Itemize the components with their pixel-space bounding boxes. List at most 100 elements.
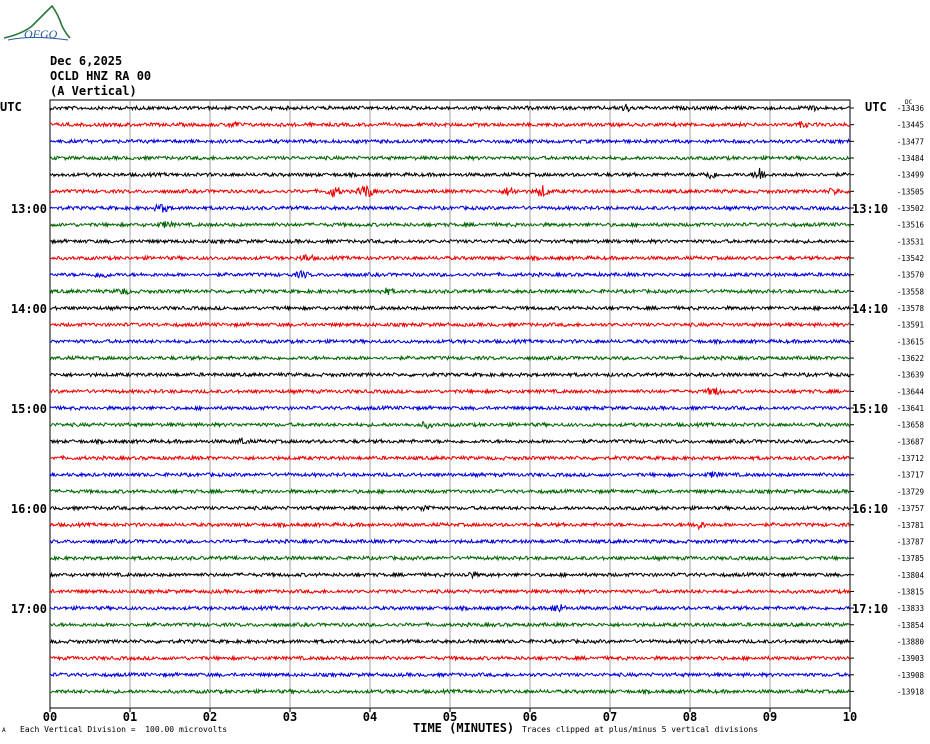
trace-36 bbox=[50, 687, 851, 696]
dc-offset-label: -13804 bbox=[897, 571, 925, 580]
component-label: (A Vertical) bbox=[50, 84, 137, 98]
trace-24 bbox=[49, 488, 850, 496]
trace-32 bbox=[49, 620, 850, 629]
trace-4 bbox=[49, 154, 851, 162]
x-tick-label: 10 bbox=[843, 710, 857, 724]
dc-offset-label: -13531 bbox=[897, 237, 924, 246]
right-time-label: 15:10 bbox=[852, 402, 888, 416]
trace-21 bbox=[49, 437, 851, 446]
dc-offset-label: -13908 bbox=[897, 671, 925, 680]
left-time-label: 13:00 bbox=[11, 202, 47, 216]
trace-34 bbox=[49, 654, 851, 662]
trace-8 bbox=[49, 220, 851, 229]
trace-26 bbox=[49, 521, 851, 532]
trace-25 bbox=[49, 504, 851, 513]
dc-offset-label: -13787 bbox=[897, 537, 924, 546]
dc-offset-label: -13484 bbox=[897, 154, 925, 163]
trace-16 bbox=[49, 354, 851, 362]
x-tick-label: 04 bbox=[363, 710, 377, 724]
trace-11 bbox=[49, 269, 851, 280]
left-time-label: 17:00 bbox=[11, 602, 47, 616]
utc-right-label: UTC bbox=[865, 100, 887, 114]
dc-offset-label: -13570 bbox=[897, 271, 925, 280]
x-tick-label: 09 bbox=[763, 710, 777, 724]
chart-date: Dec 6,2025 bbox=[50, 54, 123, 68]
trace-22 bbox=[49, 454, 851, 462]
dc-offset-label: -13591 bbox=[897, 321, 924, 330]
dc-offset-label: -13578 bbox=[897, 304, 925, 313]
x-axis-title: TIME (MINUTES) bbox=[413, 721, 515, 735]
trace-27 bbox=[49, 537, 851, 545]
dc-offset-label: -13833 bbox=[897, 604, 924, 613]
x-tick-label: 00 bbox=[43, 710, 57, 724]
dc-offset-label: -13516 bbox=[897, 221, 925, 230]
trace-29 bbox=[49, 570, 851, 580]
trace-group bbox=[49, 103, 851, 696]
x-tick-label: 08 bbox=[683, 710, 697, 724]
dc-offset-label: -13641 bbox=[897, 404, 924, 413]
trace-23 bbox=[49, 471, 851, 479]
right-time-label: 14:10 bbox=[852, 302, 888, 316]
station-name: OCLD HNZ RA 00 bbox=[50, 69, 152, 83]
right-time-label: 16:10 bbox=[852, 502, 888, 516]
trace-31 bbox=[49, 604, 851, 613]
trace-14 bbox=[49, 321, 851, 329]
dc-offset-label: -13815 bbox=[897, 587, 924, 596]
clip-note: Traces clipped at plus/minus 5 vertical … bbox=[522, 725, 759, 734]
trace-33 bbox=[49, 637, 851, 646]
trace-12 bbox=[49, 287, 851, 296]
dc-offset-label: -13880 bbox=[897, 637, 925, 646]
dc-offset-label: -13781 bbox=[897, 521, 924, 530]
scale-note: Each Vertical Division = 100.00 microvol… bbox=[20, 725, 228, 734]
left-time-label: 15:00 bbox=[11, 402, 47, 416]
trace-30 bbox=[49, 588, 851, 596]
dc-offset-label: -13445 bbox=[897, 121, 924, 130]
trace-17 bbox=[50, 371, 851, 379]
left-time-label: 16:00 bbox=[11, 502, 47, 516]
logo-text: OFGO bbox=[24, 27, 58, 41]
left-time-label: 14:00 bbox=[11, 302, 47, 316]
dc-offset-label: -13436 bbox=[897, 104, 925, 113]
trace-6 bbox=[49, 184, 851, 199]
dc-offset-label: -13785 bbox=[897, 554, 924, 563]
dc-offset-label: -13505 bbox=[897, 187, 924, 196]
trace-18 bbox=[49, 386, 851, 396]
dc-offset-label: -13658 bbox=[897, 421, 925, 430]
dc-offset-label: -13499 bbox=[897, 171, 924, 180]
trace-10 bbox=[49, 254, 851, 262]
trace-7 bbox=[49, 202, 851, 213]
dc-offset-label: -13687 bbox=[897, 437, 924, 446]
trace-3 bbox=[49, 137, 851, 145]
right-time-label: 17:10 bbox=[852, 602, 888, 616]
dc-label: DC bbox=[905, 99, 913, 106]
x-tick-label: 03 bbox=[283, 710, 297, 724]
x-tick-label: 06 bbox=[523, 710, 537, 724]
trace-9 bbox=[49, 237, 851, 246]
dc-offset-label: -13615 bbox=[897, 337, 924, 346]
dc-offset-label: -13477 bbox=[897, 137, 924, 146]
dc-offset-label: -13918 bbox=[897, 687, 925, 696]
trace-15 bbox=[49, 337, 851, 346]
dc-offset-label: -13502 bbox=[897, 204, 924, 213]
x-tick-label: 05 bbox=[443, 710, 457, 724]
x-tick-label: 02 bbox=[203, 710, 217, 724]
dc-offset-label: -13542 bbox=[897, 254, 924, 263]
corner-mark: A bbox=[2, 727, 6, 734]
dc-offset-label: -13558 bbox=[897, 287, 925, 296]
dc-offset-label: -13903 bbox=[897, 654, 924, 663]
ofgo-logo: OFGO bbox=[3, 4, 71, 41]
plot-grid bbox=[49, 99, 854, 712]
dc-offset-label: -13854 bbox=[897, 621, 925, 630]
trace-28 bbox=[49, 554, 851, 562]
utc-left-label: UTC bbox=[0, 100, 22, 114]
trace-20 bbox=[49, 421, 851, 429]
label-group: 00 01 02 03 04 05 06 07 08 09 10 -13436 -13445 -13477… bbox=[11, 99, 925, 724]
dc-offset-label: -13717 bbox=[897, 471, 924, 480]
trace-19 bbox=[49, 404, 851, 412]
x-tick-label: 07 bbox=[603, 710, 617, 724]
dc-offset-label: -13639 bbox=[897, 371, 924, 380]
trace-2 bbox=[49, 120, 851, 129]
dc-offset-label: -13712 bbox=[897, 454, 924, 463]
dc-offset-label: -13644 bbox=[897, 387, 925, 396]
